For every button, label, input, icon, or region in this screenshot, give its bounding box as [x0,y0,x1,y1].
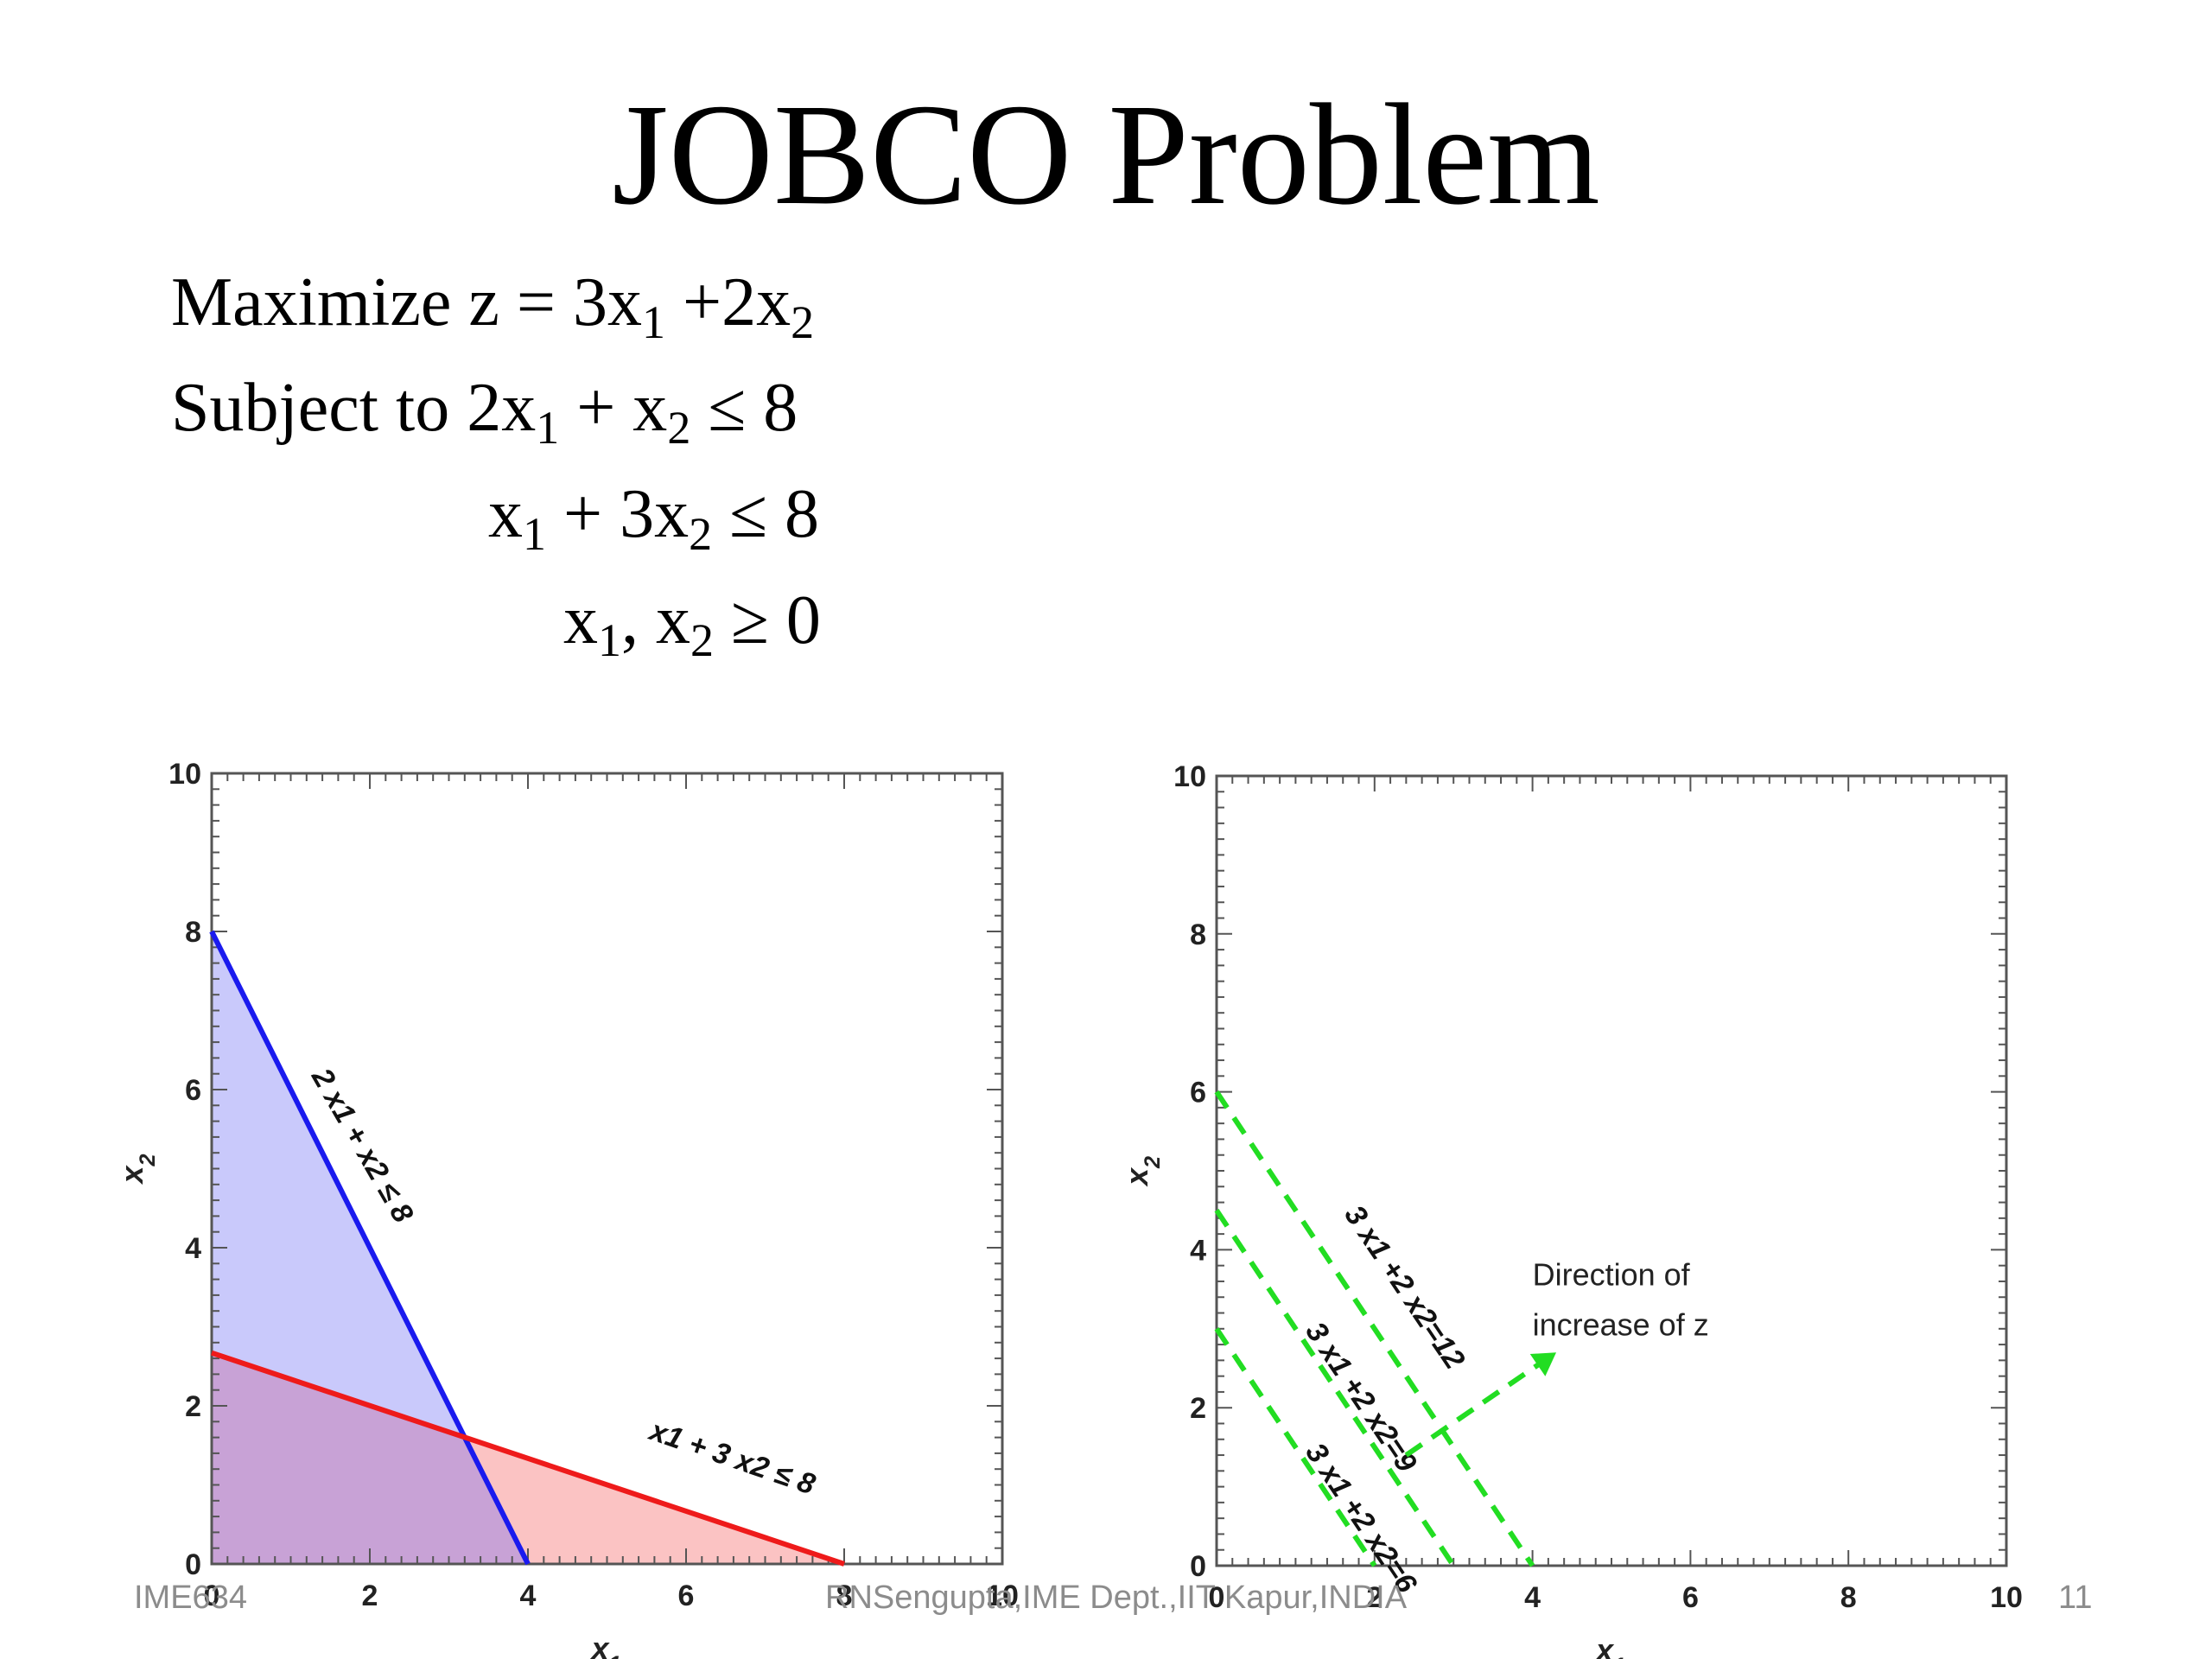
x-tick-label: 6 [678,1580,695,1612]
y-tick-label: 2 [185,1390,201,1423]
chart-1: 02468100246810x1x22 x1 + x2 ≤ 8x1 + 3 x2… [114,758,1019,1659]
y-tick-label: 8 [185,916,201,949]
x-tick-label: 2 [362,1580,378,1612]
x-tick-label: 0 [204,1580,220,1612]
series-label-1: 3 x1 +2 x2=12 [1338,1199,1471,1375]
footer-page-number: 11 [2058,1580,2093,1616]
y-tick-label: 4 [1190,1234,1206,1267]
x-tick-label: 10 [986,1580,1019,1612]
direction-arrow [1404,1362,1541,1458]
series-line-1 [209,930,531,1566]
y-tick-label: 10 [168,758,201,791]
region-constraint-1 [212,931,465,1564]
x-tick-label: 0 [1209,1581,1225,1614]
slide-title: JOBCO Problem [612,74,1600,235]
annotation-line-1: Direction of [1533,1257,1691,1293]
plot-frame [1215,774,2008,1567]
y-tick-label: 4 [185,1232,201,1265]
y-tick-label: 6 [185,1074,201,1107]
y-tick-label: 10 [1173,760,1206,793]
y-axis-label: x2 [1119,1156,1165,1187]
y-tick-label: 2 [1190,1392,1206,1425]
x-tick-label: 2 [1366,1581,1382,1614]
direction-arrowhead [1529,1352,1557,1376]
footer-course: IME634 [134,1580,247,1616]
y-tick-label: 8 [1190,918,1206,951]
x-tick-label: 4 [520,1580,537,1612]
nonnegativity-constraint: x1, x2 ≥ 0 [563,582,821,667]
x-axis-label: x1 [590,1630,621,1659]
y-tick-label: 0 [185,1548,201,1581]
series-line-2 [211,1350,845,1567]
y-axis-label: x2 [114,1154,160,1185]
x-tick-label: 4 [1524,1581,1541,1614]
x-tick-label: 8 [836,1580,853,1612]
y-tick-label: 6 [1190,1077,1206,1109]
series-line-2 [1214,1209,1456,1567]
x-axis-label: x1 [1594,1632,1625,1659]
x-tick-label: 10 [1990,1581,2023,1614]
chart-2: 02468100246810x1x23 x1 +2 x2=123 x1 +2 x… [1119,760,2023,1659]
annotation-line-2: increase of z [1533,1307,1709,1343]
footer-author: RNSengupta,IME Dept.,IIT Kapur,INDIA [825,1580,1408,1616]
y-tick-label: 0 [1190,1550,1206,1583]
constraint-2: x1 + 3x2 ≤ 8 [488,476,820,561]
series-line-3 [1214,1327,1377,1567]
feasible-region [212,1352,528,1564]
objective-function: Maximize z = 3x1 +2x2 [171,264,815,349]
constraint-1: Subject to 2x1 + x2 ≤ 8 [171,370,798,454]
x-tick-label: 6 [1682,1581,1699,1614]
series-line-1 [1214,1090,1535,1567]
x-tick-label: 8 [1840,1581,1857,1614]
series-label-2: x1 + 3 x2 ≤ 8 [645,1414,820,1501]
